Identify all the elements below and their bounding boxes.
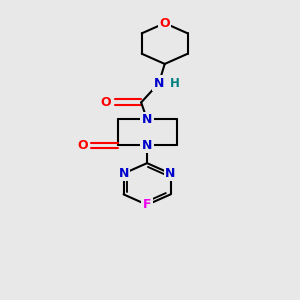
Text: O: O — [77, 139, 88, 152]
Text: N: N — [142, 139, 152, 152]
Text: O: O — [159, 17, 170, 30]
Text: H: H — [170, 77, 180, 90]
Text: N: N — [154, 77, 164, 90]
Text: N: N — [165, 167, 176, 180]
Text: N: N — [142, 113, 152, 126]
Text: F: F — [143, 198, 151, 211]
Text: N: N — [118, 167, 129, 180]
Text: O: O — [100, 96, 111, 109]
